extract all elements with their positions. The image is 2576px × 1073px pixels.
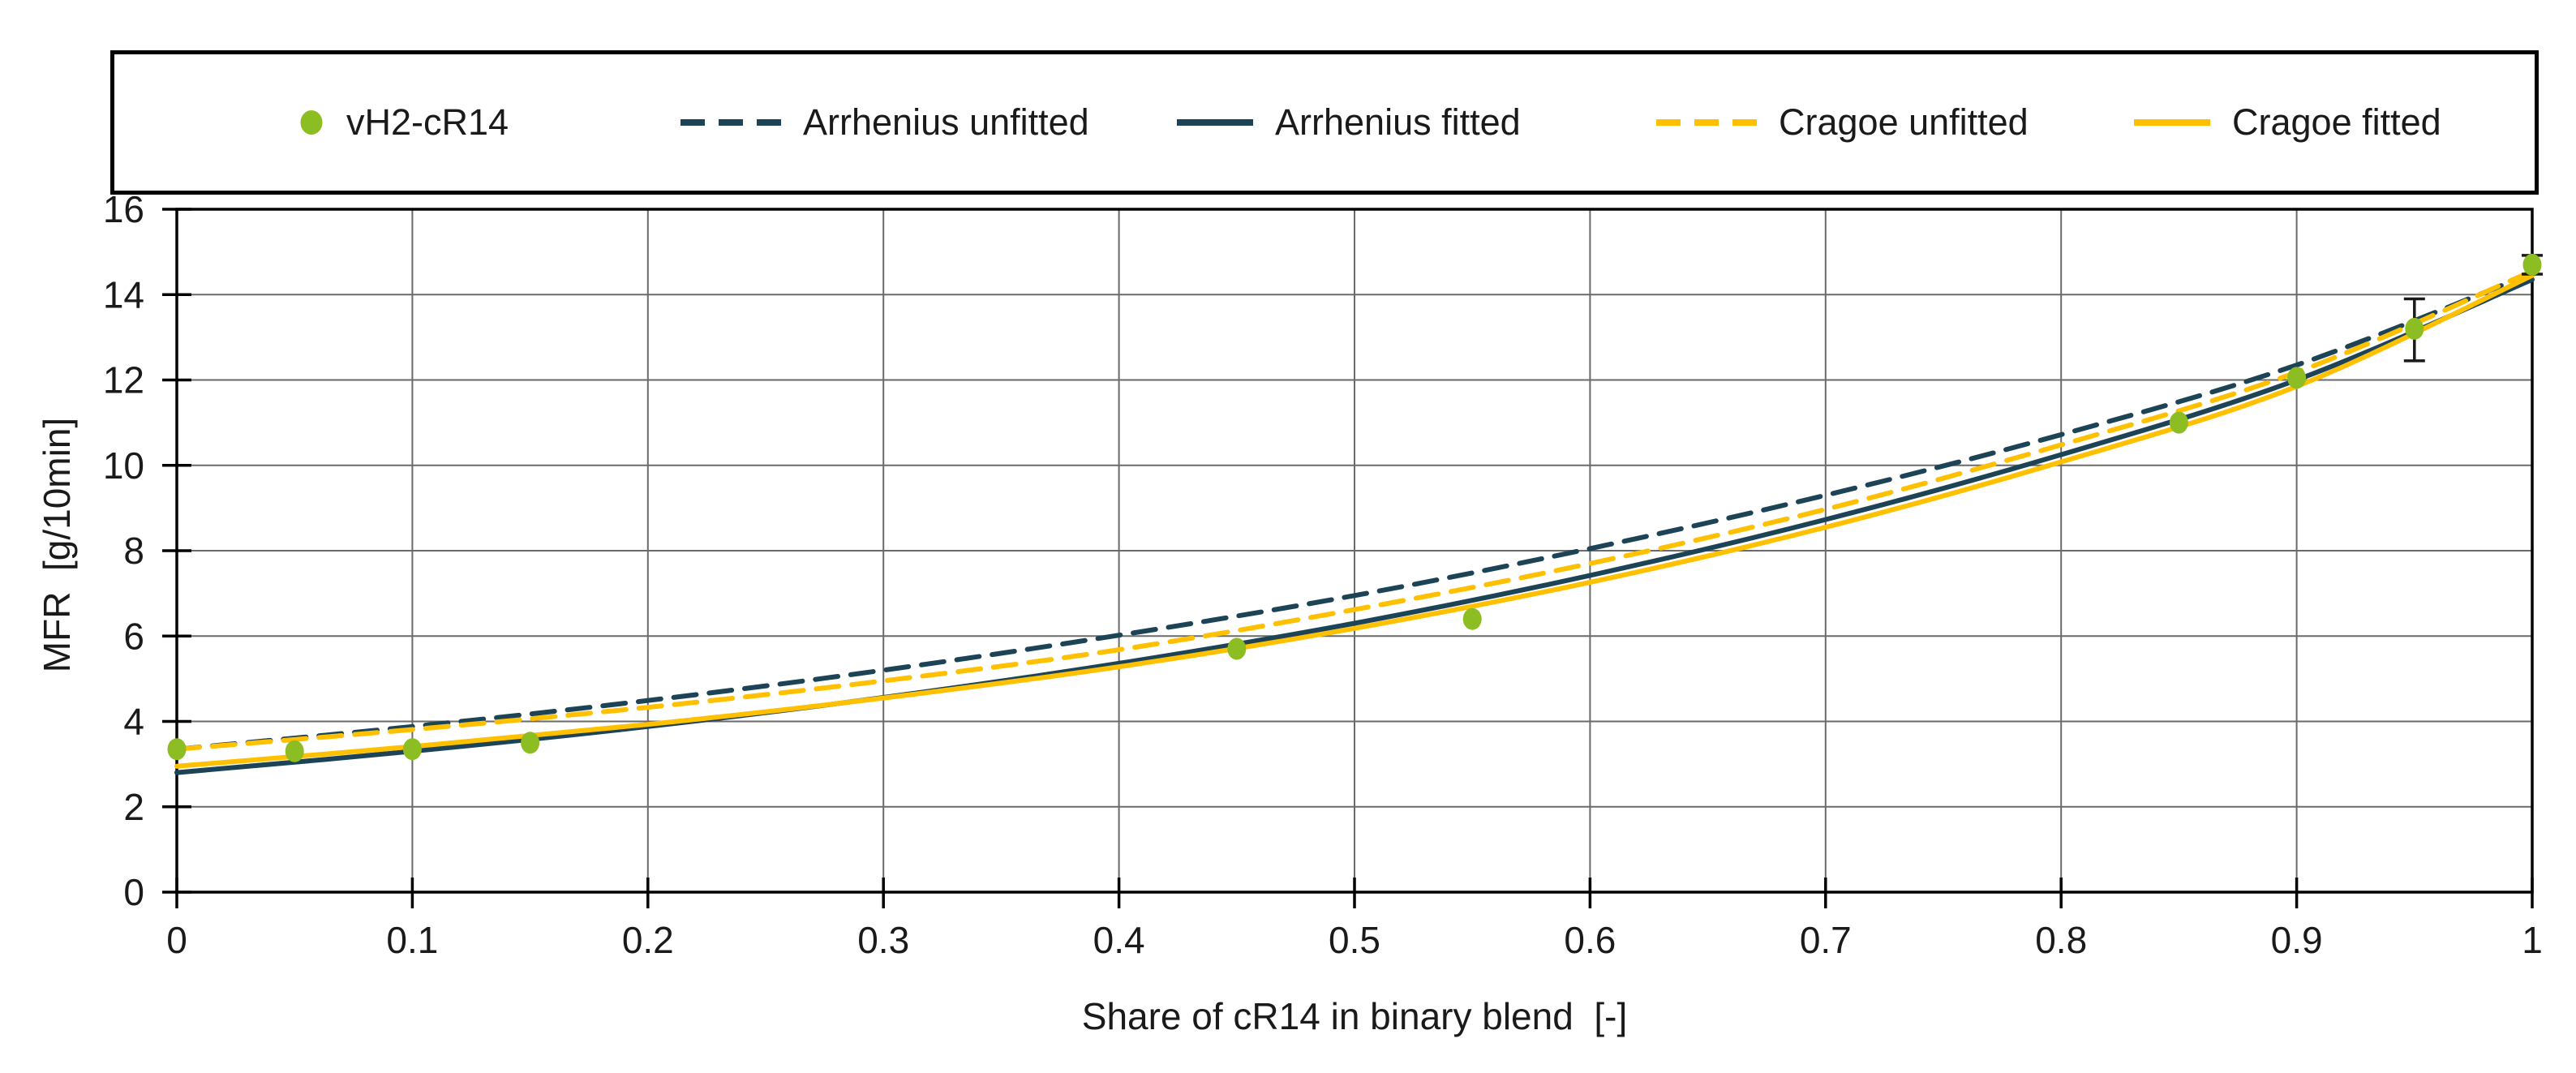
dashed-line-icon xyxy=(1655,118,1758,127)
legend-label: vH2-cR14 xyxy=(346,101,509,143)
legend-item-arrhenius-fitted: Arrhenius fitted xyxy=(1176,101,1521,144)
x-tick-label: 1 xyxy=(2522,919,2543,961)
legend-item-arrhenius-unfitted: Arrhenius unfitted xyxy=(680,101,1089,144)
x-tick-label: 0.4 xyxy=(1093,919,1145,961)
x-axis-title: Share of cR14 in binary blend [-] xyxy=(1081,995,1628,1037)
legend-label: Cragoe fitted xyxy=(2232,101,2441,143)
x-tick-label: 0.2 xyxy=(622,919,674,961)
gridlines xyxy=(177,209,2532,892)
x-tick-label: 0.8 xyxy=(2035,919,2087,961)
data-point xyxy=(167,738,187,761)
legend-item-cragoe-fitted: Cragoe fitted xyxy=(2133,101,2441,144)
x-tick-label: 0.3 xyxy=(857,919,909,961)
data-points xyxy=(167,253,2542,762)
scatter-dot-icon xyxy=(298,108,325,137)
x-tick-label: 0.5 xyxy=(1329,919,1380,961)
x-tick-label: 0 xyxy=(166,919,187,961)
x-tick-label: 0.7 xyxy=(1800,919,1852,961)
curve-cragoe-fitted xyxy=(174,273,2535,769)
y-tick-label: 2 xyxy=(123,786,144,828)
dashed-line-icon xyxy=(680,118,782,127)
legend-label: Arrhenius unfitted xyxy=(803,101,1089,143)
data-point xyxy=(402,738,422,761)
data-point xyxy=(2169,411,2188,434)
legend-label: Cragoe unfitted xyxy=(1779,101,2029,143)
tick-labels: 0 2 4 6 8 10 12 14 16 0 0.1 0.2 0.3 0.4 0.5 0.6 0.7 0.8 0.… xyxy=(103,188,2543,961)
solid-marker-glyph xyxy=(2134,119,2210,126)
curve-arrhenius-fitted xyxy=(174,277,2535,775)
y-tick-label: 6 xyxy=(123,615,144,657)
legend: vH2-cR14 Arrhenius unfitted Arrhenius fi… xyxy=(110,50,2539,195)
dot-marker-glyph xyxy=(300,110,323,135)
dashed-marker-glyph xyxy=(680,119,781,126)
curve-arrhenius-unfitted xyxy=(174,270,2535,752)
legend-item-cragoe-unfitted: Cragoe unfitted xyxy=(1655,101,2029,144)
solid-line-icon xyxy=(1176,118,1254,127)
data-point xyxy=(1227,637,1247,660)
data-point xyxy=(2405,317,2424,340)
data-point xyxy=(1462,607,1482,630)
solid-line-icon xyxy=(2133,118,2211,127)
y-tick-label: 0 xyxy=(123,871,144,913)
dashed-marker-glyph xyxy=(1656,119,1757,126)
legend-item-vh2-cr14: vH2-cR14 xyxy=(298,101,509,144)
data-point xyxy=(521,732,540,754)
data-point xyxy=(2287,367,2307,389)
y-tick-label: 14 xyxy=(103,273,144,315)
x-tick-label: 0.6 xyxy=(1564,919,1616,961)
y-tick-label: 8 xyxy=(123,530,144,572)
y-tick-label: 16 xyxy=(103,188,144,230)
axis-ticks xyxy=(162,208,2534,908)
data-point xyxy=(285,740,304,762)
y-tick-label: 12 xyxy=(103,359,144,401)
legend-label: Arrhenius fitted xyxy=(1275,101,1521,143)
legend-dot-icon xyxy=(300,110,323,135)
curve-cragoe-unfitted xyxy=(174,268,2535,752)
solid-marker-glyph xyxy=(1177,119,1253,126)
data-point xyxy=(2522,253,2542,276)
x-tick-label: 0.1 xyxy=(386,919,438,961)
y-tick-label: 4 xyxy=(123,701,144,743)
model-curves xyxy=(174,268,2535,775)
y-tick-label: 10 xyxy=(103,444,144,487)
x-tick-label: 0.9 xyxy=(2271,919,2323,961)
